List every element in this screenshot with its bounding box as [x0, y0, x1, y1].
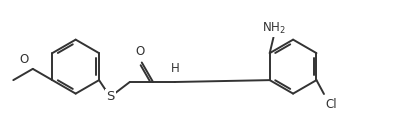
Text: O: O	[19, 53, 28, 66]
Text: Cl: Cl	[326, 98, 337, 111]
Text: NH$_2$: NH$_2$	[261, 20, 285, 35]
Text: H: H	[170, 62, 179, 75]
Text: O: O	[135, 45, 145, 58]
Text: S: S	[106, 91, 115, 103]
